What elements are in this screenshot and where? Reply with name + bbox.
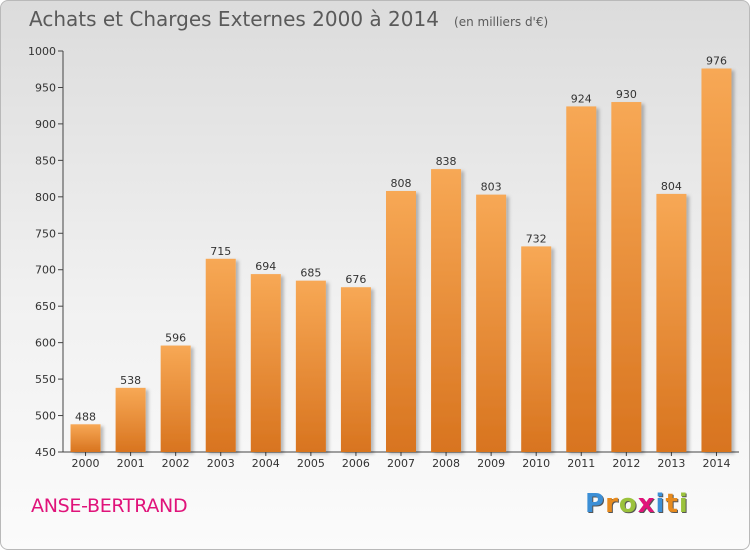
- proxiti-logo: Proxiti: [585, 489, 689, 519]
- bar: [566, 106, 597, 452]
- x-tick-label: 2011: [567, 457, 595, 470]
- bar: [656, 193, 687, 452]
- value-label: 976: [706, 54, 727, 67]
- y-tick-label: 500: [35, 410, 56, 423]
- x-tick-label: 2004: [252, 457, 280, 470]
- value-label: 808: [391, 177, 412, 190]
- x-tick-label: 2008: [432, 457, 460, 470]
- logo-letter: i: [655, 489, 666, 519]
- value-label: 838: [436, 155, 457, 168]
- value-label: 538: [120, 374, 141, 387]
- value-label: 715: [210, 245, 231, 258]
- value-label: 676: [345, 273, 366, 286]
- x-tick-label: 2005: [297, 457, 325, 470]
- bar: [250, 274, 281, 452]
- value-label: 924: [571, 92, 592, 105]
- value-label: 803: [481, 181, 502, 194]
- y-tick-label: 450: [35, 446, 56, 459]
- bar: [340, 287, 371, 452]
- x-tick-label: 2001: [117, 457, 145, 470]
- value-label: 694: [255, 260, 276, 273]
- y-tick-label: 1000: [28, 45, 56, 58]
- bar: [295, 280, 326, 452]
- x-tick-label: 2010: [522, 457, 550, 470]
- value-label: 732: [526, 232, 547, 245]
- value-label: 685: [300, 267, 321, 280]
- bar: [386, 190, 416, 452]
- x-tick-label: 2003: [207, 457, 235, 470]
- x-tick-label: 2007: [387, 457, 415, 470]
- bar: [476, 194, 507, 452]
- chart-title: Achats et Charges Externes 2000 à 2014: [29, 7, 439, 31]
- x-tick-label: 2006: [342, 457, 370, 470]
- x-tick-label: 2009: [477, 457, 505, 470]
- value-label: 488: [75, 410, 96, 423]
- value-label: 596: [165, 332, 186, 345]
- value-label: 930: [616, 88, 637, 101]
- y-tick-label: 750: [35, 227, 56, 240]
- logo-letter: t: [665, 489, 679, 519]
- y-tick-label: 850: [35, 154, 56, 167]
- title-row: Achats et Charges Externes 2000 à 2014 (…: [29, 7, 548, 31]
- bar: [431, 169, 462, 452]
- y-tick-label: 550: [35, 373, 56, 386]
- y-tick-label: 950: [35, 81, 56, 94]
- y-tick-label: 600: [35, 337, 56, 350]
- place-name: ANSE-BERTRAND: [31, 495, 188, 517]
- x-tick-label: 2000: [72, 457, 100, 470]
- bar: [70, 424, 101, 452]
- x-tick-label: 2002: [162, 457, 190, 470]
- y-tick-label: 700: [35, 264, 56, 277]
- bar: [701, 68, 732, 453]
- x-tick-label: 2012: [612, 457, 640, 470]
- chart-unit: (en milliers d'€): [454, 15, 549, 29]
- logo-letter: P: [585, 489, 606, 519]
- logo-letter: i: [678, 489, 689, 519]
- bar: [160, 345, 191, 452]
- y-tick-label: 900: [35, 118, 56, 131]
- value-label: 804: [661, 180, 682, 193]
- logo-letter: x: [637, 489, 656, 519]
- logo-letter: o: [618, 489, 638, 519]
- y-tick-label: 800: [35, 191, 56, 204]
- x-tick-label: 2013: [657, 457, 685, 470]
- logo-letter: r: [605, 489, 619, 519]
- bar: [115, 387, 146, 452]
- y-tick-label: 650: [35, 300, 56, 313]
- bar: [521, 246, 552, 452]
- bar: [205, 258, 236, 452]
- x-tick-label: 2014: [702, 457, 730, 470]
- bar: [611, 102, 642, 452]
